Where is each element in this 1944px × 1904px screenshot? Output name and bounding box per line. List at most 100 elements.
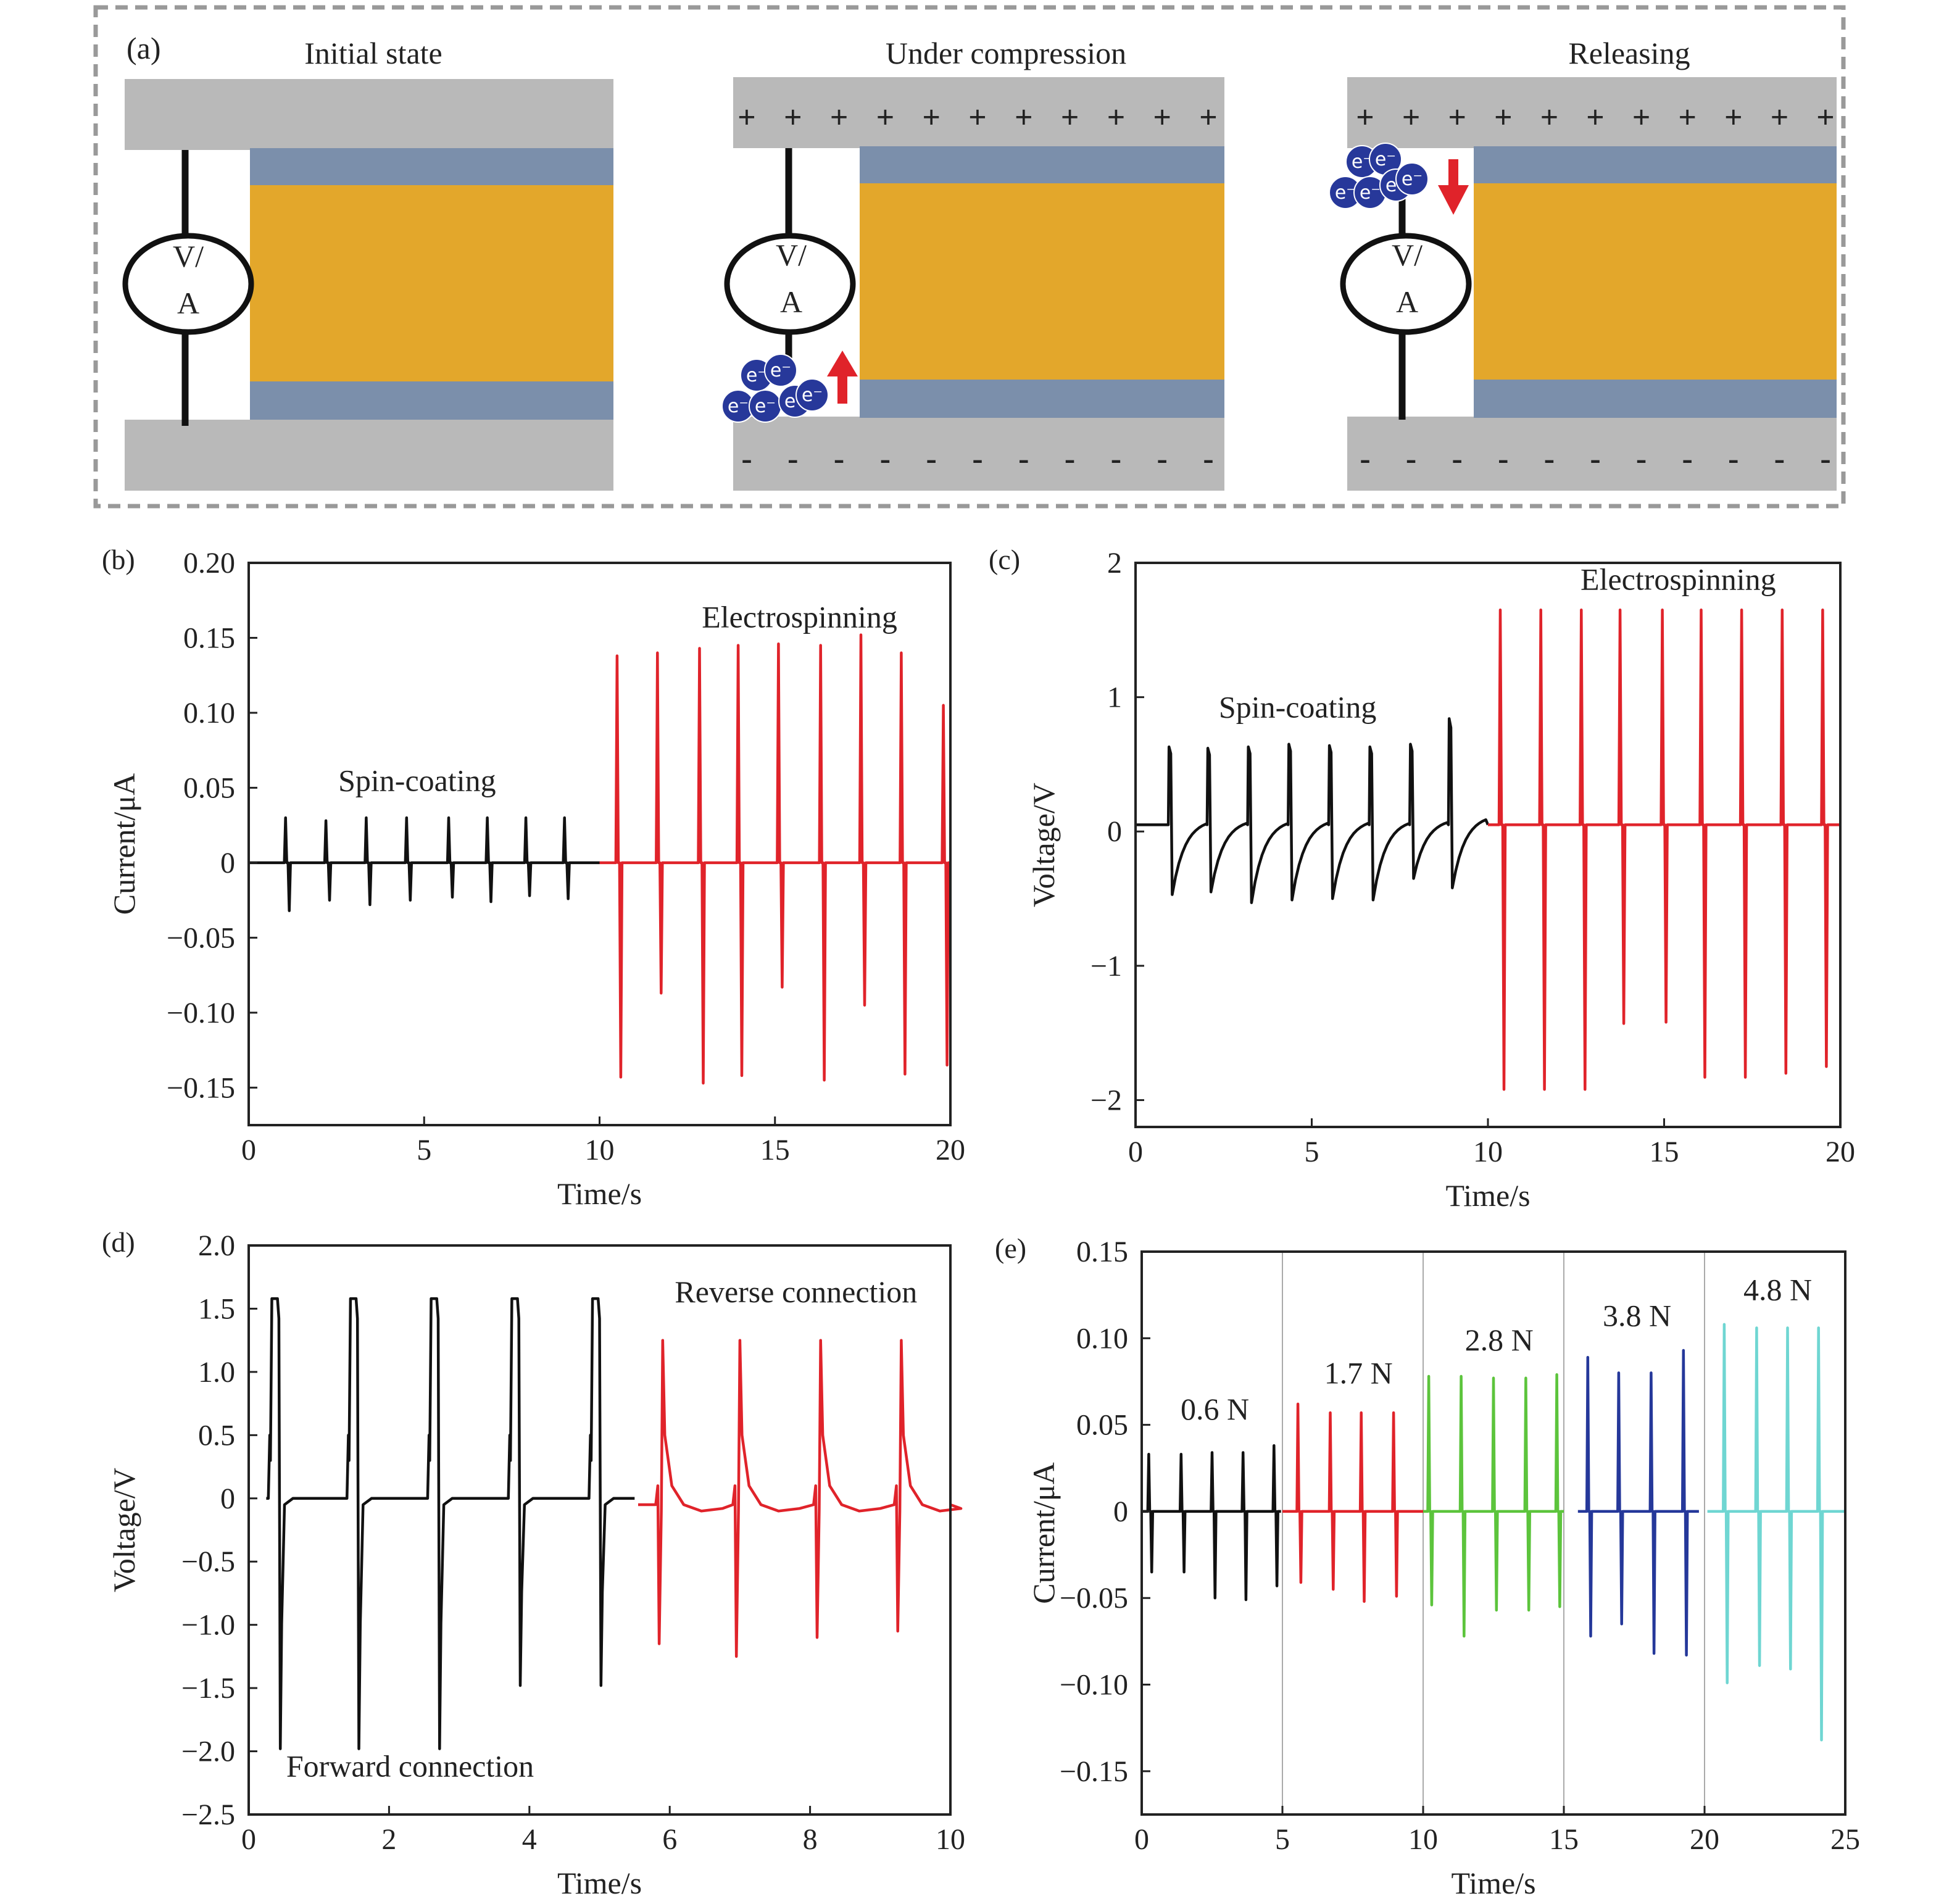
y-tick-label: 0	[1107, 815, 1122, 848]
annotation-label: Spin-coating	[1219, 689, 1377, 724]
stage-initial: Initial state V/ A	[122, 36, 613, 491]
electron-label: e⁻	[1335, 182, 1356, 204]
charge-sign: +	[1402, 100, 1421, 135]
charge-sign: +	[1015, 100, 1033, 135]
schematic-frame	[93, 5, 1846, 509]
charge-sign: +	[784, 100, 802, 135]
charge-sign: +	[1678, 100, 1697, 135]
charge-sign: -	[1157, 441, 1168, 476]
film-layer	[860, 183, 1224, 380]
y-tick-label: 0.15	[1076, 1236, 1128, 1268]
charge-sign: -	[926, 441, 937, 476]
charge-sign: +	[1356, 100, 1374, 135]
series-line-3	[1577, 1349, 1699, 1657]
charge-sign: -	[1636, 441, 1647, 476]
x-tick-label: 0	[1128, 1136, 1143, 1168]
arrow-down-icon	[1438, 159, 1469, 215]
y-tick-label: −1	[1090, 950, 1122, 983]
y-tick-label: 0.10	[1076, 1322, 1128, 1355]
x-tick-label: 0	[241, 1134, 256, 1166]
x-tick-label: 2	[381, 1823, 396, 1856]
stage-title-initial: Initial state	[304, 36, 442, 70]
x-axis-label: Time/s	[557, 1176, 642, 1211]
plot-frame	[1140, 1250, 1846, 1816]
charge-sign: +	[1771, 100, 1789, 135]
x-tick-label: 5	[1305, 1136, 1319, 1168]
y-tick-label: 0.10	[183, 697, 235, 730]
x-tick-label: 0	[241, 1823, 256, 1856]
y-tick-label: −0.05	[167, 921, 235, 954]
stage-title-releasing: Releasing	[1568, 36, 1690, 70]
bottom-electrode	[1474, 380, 1837, 418]
y-tick-label: −1.5	[181, 1672, 235, 1705]
charge-sign: -	[1065, 441, 1075, 476]
x-axis-label: Time/s	[557, 1866, 642, 1900]
annotation-label: 2.8 N	[1465, 1323, 1534, 1357]
stage-compression: Under compression + + + + + + + + + + + ----------…	[721, 36, 1224, 491]
meter-label-top: V/	[173, 239, 204, 273]
x-axis-label: Time/s	[1451, 1866, 1535, 1900]
y-tick-label: 0.5	[198, 1419, 235, 1452]
top-electrode	[860, 146, 1224, 183]
panel-label: (e)	[995, 1233, 1026, 1264]
meter-label-top: V/	[1392, 238, 1423, 272]
chart-voltage-comparison: 0 5 10 15 20 −2 −1 0 1 2 Time/s Voltage/V (c) Spin-co…	[989, 544, 1855, 1213]
series-line-1	[599, 633, 950, 1085]
x-tick-label: 8	[803, 1823, 818, 1856]
y-tick-label: 2	[1107, 547, 1122, 580]
plot-frame	[247, 1244, 952, 1816]
electron-icon	[1395, 162, 1429, 196]
series-line-1	[1282, 1402, 1423, 1603]
y-tick-label: −1.0	[181, 1609, 235, 1642]
series-line-0	[266, 1297, 635, 1750]
meter-icon	[724, 233, 856, 335]
series-line-2	[1423, 1373, 1564, 1638]
y-tick-label: 1.5	[198, 1292, 235, 1325]
y-axis-label: Voltage/V	[1026, 783, 1061, 907]
bottom-electrode	[860, 380, 1224, 418]
meter-label-bottom: A	[177, 286, 199, 320]
charge-sign: +	[922, 100, 941, 135]
x-tick-label: 15	[1549, 1823, 1579, 1856]
y-axis-label: Voltage/V	[107, 1468, 141, 1592]
charge-sign: +	[1107, 100, 1126, 135]
annotation-label: Electrospinning	[1581, 562, 1776, 597]
charge-sign: -	[1590, 441, 1600, 476]
bottom-electrode	[250, 381, 613, 420]
top-plate	[733, 77, 1224, 148]
charge-sign: -	[1774, 441, 1785, 476]
charge-sign: +	[1816, 100, 1835, 135]
plot-frame	[247, 562, 952, 1126]
x-tick-label: 5	[417, 1134, 431, 1166]
y-tick-label: 0.05	[183, 771, 235, 804]
x-tick-label: 25	[1830, 1823, 1860, 1856]
x-tick-label: 0	[1134, 1823, 1149, 1856]
charge-sign: +	[1724, 100, 1743, 135]
chart-connection-polarity: 0 2 4 6 8 10 −2.5 −2.0 −1.5 −1.0 −0.5 0 0.5 1.0 1.5 2.0…	[102, 1226, 965, 1900]
charge-sign: -	[1820, 441, 1830, 476]
series-line-0	[1136, 717, 1490, 904]
charge-sign: +	[737, 100, 756, 135]
charge-sign: -	[1018, 441, 1029, 476]
charge-sign: -	[1544, 441, 1555, 476]
x-tick-label: 4	[522, 1823, 537, 1856]
series-line-0	[249, 816, 600, 912]
x-axis-label: Time/s	[1445, 1178, 1530, 1213]
charge-sign: +	[830, 100, 849, 135]
charge-sign: -	[880, 441, 891, 476]
annotation-label: 1.7 N	[1324, 1355, 1393, 1390]
panel-label: (d)	[102, 1226, 135, 1258]
negative-charges: -----------	[741, 441, 1213, 476]
electron-label: e⁻	[1375, 149, 1396, 170]
chart-force-current: 0 5 10 15 20 25 −0.15 −0.10 −0.05 0 0.05 0.10 0.15 Ti…	[995, 1233, 1860, 1900]
x-tick-label: 20	[1690, 1823, 1719, 1856]
positive-charges: + + + + + + + + + + +	[1356, 100, 1835, 135]
bottom-plate	[733, 417, 1224, 491]
charge-sign: +	[876, 100, 895, 135]
schematic-panel: (a) Initial state V/ A Under compression…	[93, 5, 1846, 509]
film-layer	[1474, 183, 1837, 380]
charge-sign: -	[834, 441, 844, 476]
electron-label: e⁻	[802, 385, 823, 406]
electron-cluster: e⁻ e⁻e⁻ e⁻ e⁻e⁻	[721, 354, 829, 423]
